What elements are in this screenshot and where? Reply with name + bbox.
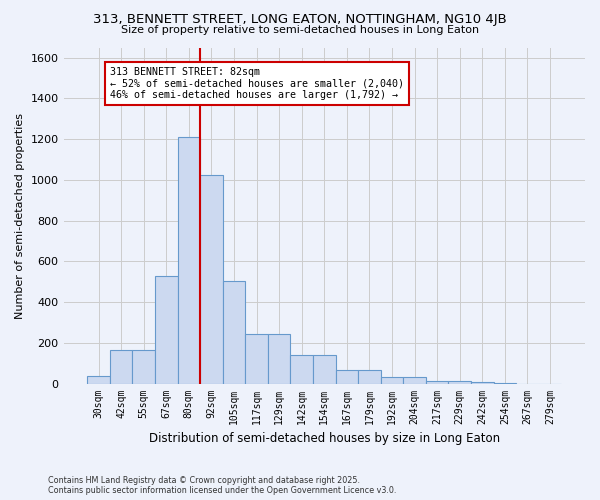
Bar bbox=[358, 370, 381, 384]
Bar bbox=[87, 376, 110, 384]
Bar bbox=[403, 378, 426, 384]
Bar bbox=[110, 350, 133, 384]
Bar bbox=[426, 380, 448, 384]
Bar bbox=[335, 370, 358, 384]
Bar bbox=[245, 334, 268, 384]
Bar bbox=[133, 350, 155, 384]
Bar bbox=[178, 137, 200, 384]
Bar bbox=[268, 334, 290, 384]
Bar bbox=[155, 276, 178, 384]
Text: 313, BENNETT STREET, LONG EATON, NOTTINGHAM, NG10 4JB: 313, BENNETT STREET, LONG EATON, NOTTING… bbox=[93, 12, 507, 26]
Bar bbox=[290, 355, 313, 384]
X-axis label: Distribution of semi-detached houses by size in Long Eaton: Distribution of semi-detached houses by … bbox=[149, 432, 500, 445]
Bar bbox=[381, 378, 403, 384]
Bar bbox=[471, 382, 494, 384]
Bar bbox=[448, 380, 471, 384]
Bar bbox=[223, 280, 245, 384]
Text: 313 BENNETT STREET: 82sqm
← 52% of semi-detached houses are smaller (2,040)
46% : 313 BENNETT STREET: 82sqm ← 52% of semi-… bbox=[110, 67, 404, 100]
Text: Size of property relative to semi-detached houses in Long Eaton: Size of property relative to semi-detach… bbox=[121, 25, 479, 35]
Bar bbox=[494, 382, 516, 384]
Y-axis label: Number of semi-detached properties: Number of semi-detached properties bbox=[15, 112, 25, 318]
Bar bbox=[313, 355, 335, 384]
Bar bbox=[200, 175, 223, 384]
Text: Contains HM Land Registry data © Crown copyright and database right 2025.
Contai: Contains HM Land Registry data © Crown c… bbox=[48, 476, 397, 495]
